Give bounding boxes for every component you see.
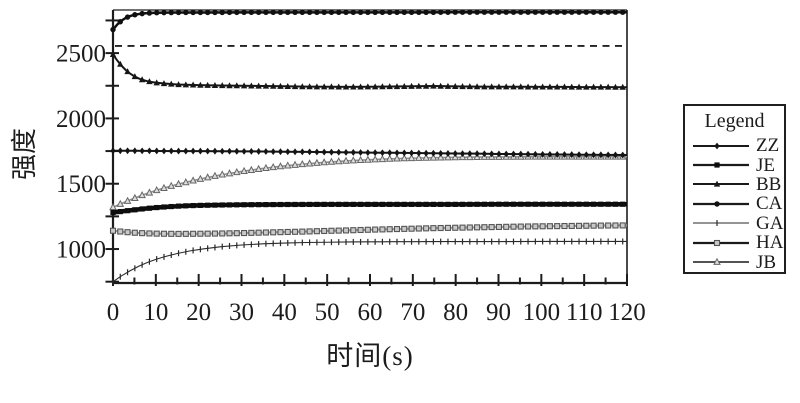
legend-marker-square-open-icon	[693, 239, 749, 246]
legend-entry-GA: GA	[685, 214, 784, 233]
y-tick-label: 2000	[56, 106, 106, 133]
legend-marker-triangle-icon	[693, 181, 749, 188]
legend-entry-HA: HA	[685, 233, 784, 252]
legend-entry-JB: JB	[685, 251, 784, 273]
legend-box: Legend ZZ JE BB CA GA HA JB	[683, 104, 786, 274]
legend-label: CA	[756, 193, 783, 215]
x-tick-label: 80	[443, 299, 468, 326]
legend-rows: ZZ JE BB CA GA HA JB	[685, 136, 784, 272]
legend-marker-tick-icon	[693, 220, 749, 227]
legend-entry-CA: CA	[685, 194, 784, 213]
legend-marker-square-icon	[693, 162, 749, 168]
legend-marker-triangle-open-icon	[693, 257, 749, 265]
legend-label: BB	[756, 173, 782, 195]
x-tick-label: 40	[272, 299, 297, 326]
x-tick-label: 120	[608, 299, 646, 326]
legend-label: JE	[756, 154, 775, 176]
legend-marker-circle-icon	[693, 201, 749, 207]
legend-title: Legend	[704, 110, 765, 132]
x-tick-label: 90	[486, 299, 511, 326]
y-tick-label: 1500	[56, 171, 106, 198]
legend-entry-ZZ: ZZ	[685, 136, 784, 155]
x-tick-label: 20	[186, 299, 211, 326]
legend-label: GA	[756, 212, 784, 234]
x-tick-label: 10	[143, 299, 168, 326]
y-tick-label: 1000	[56, 237, 106, 264]
legend-label: JB	[756, 251, 777, 273]
series-GA	[112, 238, 627, 285]
legend-label: ZZ	[756, 135, 780, 157]
series-JB	[109, 152, 627, 211]
x-tick-label: 50	[315, 299, 340, 326]
series-ZZ	[110, 147, 628, 159]
x-axis-label: 时间(s)	[326, 341, 414, 371]
legend-marker-diamond-icon	[693, 142, 749, 150]
x-tick-label: 30	[229, 299, 254, 326]
series-HA	[109, 222, 628, 237]
y-tick-label: 2500	[56, 41, 106, 68]
series-JE	[110, 201, 627, 216]
series-BB	[109, 51, 628, 90]
legend-entry-BB: BB	[685, 175, 784, 194]
x-tick-label: 100	[523, 299, 561, 326]
x-tick-label: 60	[358, 299, 383, 326]
series-CA	[110, 9, 627, 33]
series-line-BB	[112, 53, 628, 89]
x-tick-label: 110	[566, 299, 603, 326]
x-tick-label: 0	[107, 299, 120, 326]
legend-entry-JE: JE	[685, 154, 784, 176]
x-tick-label: 70	[400, 299, 425, 326]
legend-label: HA	[756, 232, 784, 254]
y-axis-label: 强度	[10, 127, 39, 180]
